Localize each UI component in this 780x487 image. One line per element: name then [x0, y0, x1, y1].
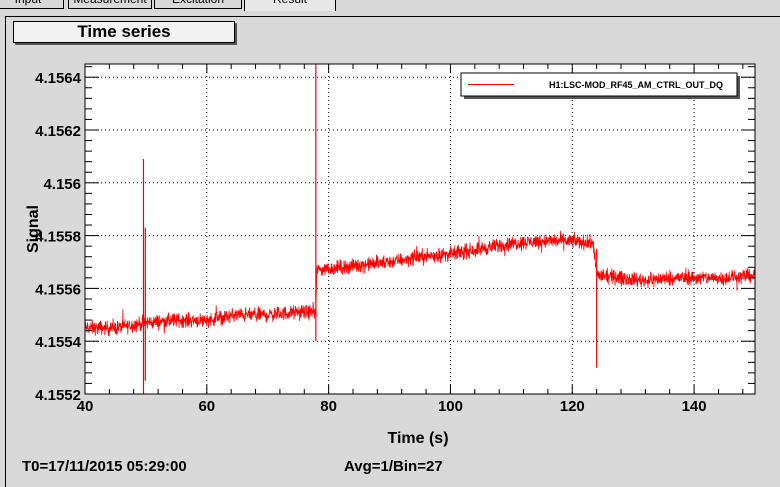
y-axis-label: Signal [25, 205, 42, 253]
tick-layer [84, 64, 755, 395]
tab-measurement[interactable]: Measurement [68, 0, 152, 9]
legend: H1:LSC-MOD_RF45_AM_CTRL_OUT_DQ [460, 72, 740, 99]
y-tick-label: 4.1552 [35, 387, 81, 404]
result-panel [5, 16, 780, 487]
y-tick-label: 4.1554 [35, 334, 82, 351]
x-tick-label: 100 [438, 398, 463, 415]
x-tick-label: 40 [77, 398, 94, 415]
x-axis-label: Time (s) [387, 430, 448, 447]
x-tick-label: 140 [682, 398, 707, 415]
plot-frame [84, 63, 756, 395]
x-tick-label: 120 [560, 398, 585, 415]
series-trace [84, 230, 756, 337]
x-tick-label: 80 [320, 398, 337, 415]
averages-label: Avg=1/Bin=27 [344, 458, 443, 475]
panel-title: Time series [13, 21, 235, 43]
plot-area [85, 64, 755, 394]
legend-box [460, 72, 738, 97]
start-time-label: T0=17/11/2015 05:29:00 [22, 458, 187, 475]
tab-excitation[interactable]: Excitation [154, 0, 242, 9]
y-tick-label: 4.1562 [35, 123, 81, 140]
tab-result[interactable]: Result [244, 0, 336, 11]
y-tick-label: 4.1558 [35, 229, 81, 246]
y-tick-label: 4.1556 [35, 281, 81, 298]
legend-entry-label: H1:LSC-MOD_RF45_AM_CTRL_OUT_DQ [549, 80, 723, 90]
y-tick-label: 4.156 [43, 176, 81, 193]
x-tick-label: 60 [198, 398, 215, 415]
tab-bar: Input Measurement Excitation Result [0, 0, 780, 11]
tab-input[interactable]: Input [0, 0, 64, 9]
y-tick-label: 4.1564 [35, 70, 82, 87]
label-layer: 40 60 80 100 120 140 4.1552 4.1554 4.1556 4.1558 4… [35, 70, 706, 415]
data-layer [84, 64, 756, 394]
